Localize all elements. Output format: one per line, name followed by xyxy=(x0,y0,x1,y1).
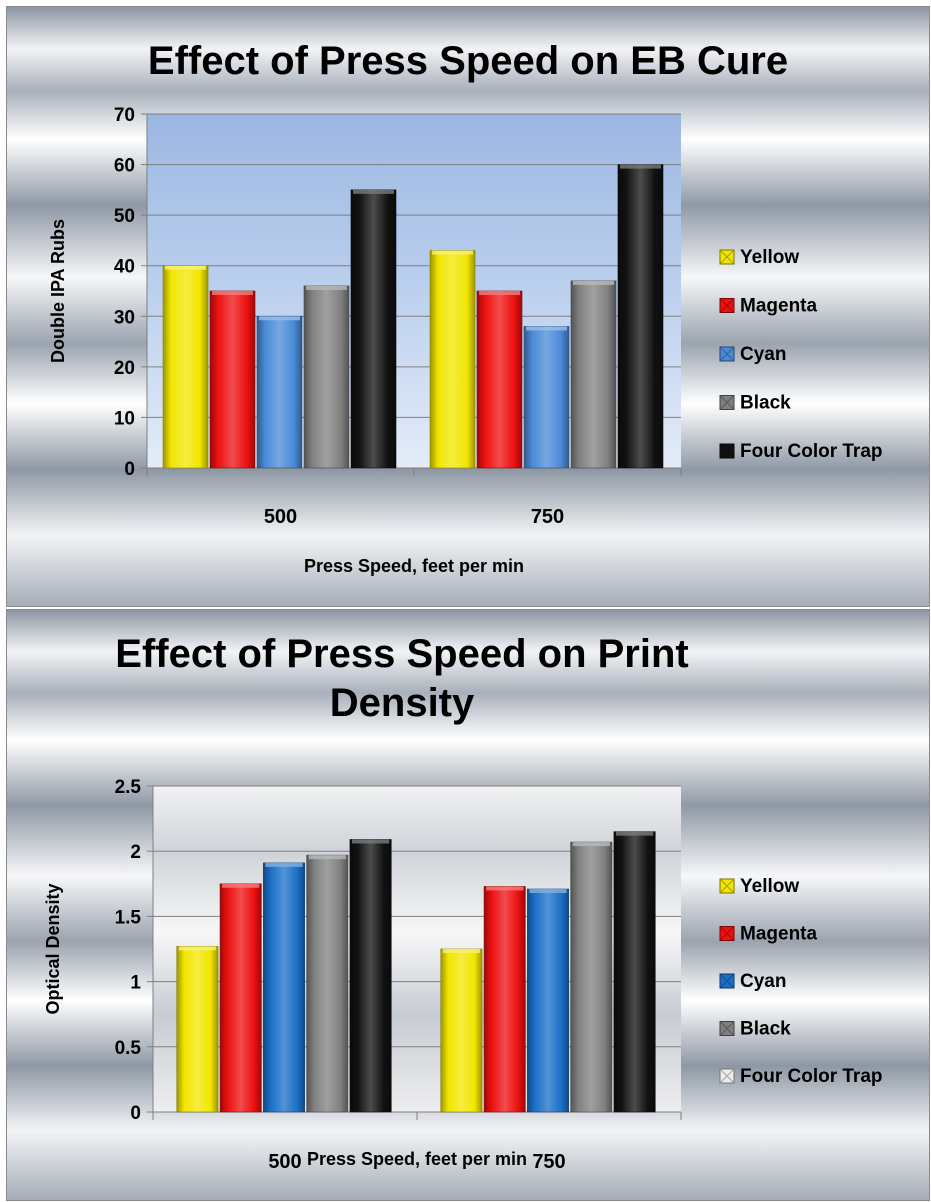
y-tick-label: 2 xyxy=(130,842,141,863)
x-tick-label: 750 xyxy=(531,506,564,528)
bar-top-bevel xyxy=(352,189,394,194)
bar-top-bevel xyxy=(572,842,610,847)
legend-marker-bevel xyxy=(719,443,735,459)
bar-top-bevel xyxy=(165,265,207,270)
bar-cyan xyxy=(256,315,303,469)
y-tick-label: 0 xyxy=(124,459,135,480)
y-tick-label: 0.5 xyxy=(115,1038,142,1059)
x-tick-label: 500 xyxy=(268,1151,301,1173)
bar-cyan xyxy=(527,888,569,1113)
x-axis-title: Press Speed, feet per min xyxy=(304,556,524,576)
legend-marker-bevel xyxy=(719,878,735,894)
bar-black xyxy=(570,841,613,1113)
y-tick-label: 10 xyxy=(114,408,135,429)
bar-yellow xyxy=(176,946,219,1113)
legend-marker-bevel xyxy=(719,249,735,265)
chart-title: Effect of Press Speed on EB Cure xyxy=(147,39,789,83)
bar-four-color-trap xyxy=(350,189,397,469)
bar-black xyxy=(306,854,349,1113)
x-axis-title: Press Speed, feet per min xyxy=(307,1149,527,1169)
bar-four-color-trap xyxy=(613,831,656,1113)
bar-top-bevel xyxy=(222,883,260,888)
y-tick-label: 30 xyxy=(114,307,135,328)
bar-yellow xyxy=(162,265,209,469)
bar-top-bevel xyxy=(526,326,567,331)
legend-label: Black xyxy=(740,393,791,414)
y-tick-label: 50 xyxy=(114,206,135,227)
bar-top-bevel xyxy=(479,291,521,295)
chart-eb-cure-svg: 0 10 20 30 40 50 60 70 500 750 Press Speed, feet p… xyxy=(7,7,929,606)
x-tick-label: 500 xyxy=(264,506,297,528)
chart-title: Effect of Press Speed on Print Density xyxy=(115,632,689,725)
chart-eb-cure: 0 10 20 30 40 50 60 70 500 750 Press Speed, feet p… xyxy=(6,6,930,607)
legend-label: Cyan xyxy=(740,971,786,992)
y-axis-title: Optical Density xyxy=(43,883,63,1014)
bar-black xyxy=(570,280,617,469)
bar-magenta xyxy=(219,883,262,1113)
x-tick-label: 750 xyxy=(532,1151,565,1173)
bar-cyan xyxy=(263,862,305,1113)
legend-marker-bevel xyxy=(719,298,735,313)
legend-marker-bevel xyxy=(719,346,735,362)
legend-label: Magenta xyxy=(740,924,818,945)
bar-yellow xyxy=(429,250,476,469)
legend-marker-bevel xyxy=(719,395,735,410)
legend-label: Cyan xyxy=(740,344,786,365)
bar-top-bevel xyxy=(212,291,254,295)
y-tick-label: 1.5 xyxy=(115,907,142,928)
bar-magenta xyxy=(209,290,256,469)
bar-four-color-trap xyxy=(349,839,392,1113)
chart-print-density: 0 0.5 1 1.5 2 2.5 500 750 Press Speed, feet per … xyxy=(6,609,930,1201)
bar-top-bevel xyxy=(259,316,300,321)
y-tick-label: 1 xyxy=(130,973,141,994)
bar-top-bevel xyxy=(305,285,347,290)
bar-four-color-trap xyxy=(617,164,664,469)
bar-top-bevel xyxy=(529,889,567,894)
bar-top-bevel xyxy=(619,164,661,169)
legend-marker-bevel xyxy=(719,973,735,989)
y-axis-title: Double IPA Rubs xyxy=(48,219,68,363)
legend-label: Black xyxy=(740,1019,791,1040)
bar-magenta xyxy=(483,886,526,1113)
bar-magenta xyxy=(476,290,523,469)
legend-label: Four Color Trap xyxy=(740,441,883,462)
bar-yellow xyxy=(440,948,483,1113)
legend-marker-bevel xyxy=(719,1021,735,1036)
bar-top-bevel xyxy=(615,831,654,836)
legend-label: Magenta xyxy=(740,296,818,317)
bar-top-bevel xyxy=(442,949,481,953)
bar-top-bevel xyxy=(486,886,524,891)
y-tick-label: 0 xyxy=(130,1103,141,1124)
legend-marker-bevel xyxy=(719,1068,735,1084)
bar-top-bevel xyxy=(308,855,346,860)
bar-top-bevel xyxy=(572,280,614,285)
bar-top-bevel xyxy=(265,862,303,867)
legend-marker-bevel xyxy=(719,926,735,941)
bar-top-bevel xyxy=(432,250,474,255)
bar-black xyxy=(303,285,350,469)
y-tick-label: 70 xyxy=(114,105,135,126)
bar-cyan xyxy=(523,326,570,469)
legend-label: Yellow xyxy=(740,247,799,268)
y-tick-label: 60 xyxy=(114,156,135,177)
legend-label: Yellow xyxy=(740,876,799,897)
y-tick-label: 20 xyxy=(114,358,135,379)
y-tick-label: 2.5 xyxy=(115,777,142,798)
bar-top-bevel xyxy=(178,946,217,951)
y-tick-label: 40 xyxy=(114,257,135,278)
bar-top-bevel xyxy=(351,839,390,844)
legend-label: Four Color Trap xyxy=(740,1066,883,1087)
